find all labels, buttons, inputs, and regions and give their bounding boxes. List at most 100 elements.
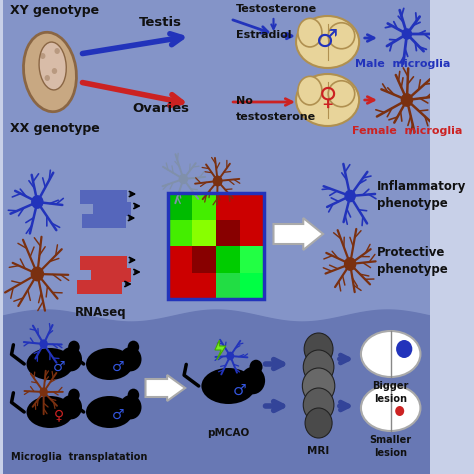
Circle shape — [60, 395, 82, 419]
FancyBboxPatch shape — [192, 193, 216, 219]
FancyBboxPatch shape — [240, 219, 264, 246]
Circle shape — [402, 29, 411, 39]
FancyBboxPatch shape — [192, 219, 216, 246]
FancyBboxPatch shape — [240, 246, 264, 273]
Polygon shape — [3, 153, 430, 474]
FancyBboxPatch shape — [3, 0, 430, 164]
Ellipse shape — [86, 396, 133, 428]
Circle shape — [345, 191, 355, 201]
Ellipse shape — [86, 348, 133, 380]
Text: RNAseq: RNAseq — [74, 306, 126, 319]
FancyBboxPatch shape — [192, 273, 216, 299]
Circle shape — [345, 258, 356, 270]
Ellipse shape — [298, 76, 322, 105]
Text: Ovaries: Ovaries — [132, 102, 189, 115]
Circle shape — [128, 341, 139, 354]
FancyBboxPatch shape — [82, 214, 126, 228]
FancyBboxPatch shape — [168, 219, 192, 246]
Circle shape — [119, 395, 142, 419]
FancyBboxPatch shape — [3, 319, 430, 474]
Text: MRI: MRI — [308, 446, 330, 456]
Ellipse shape — [296, 74, 359, 126]
Circle shape — [302, 368, 335, 404]
FancyBboxPatch shape — [168, 273, 192, 299]
Text: ♂: ♂ — [112, 360, 125, 374]
Circle shape — [60, 347, 82, 371]
Circle shape — [55, 48, 60, 54]
Text: XY genotype: XY genotype — [10, 4, 100, 17]
Text: phenotype: phenotype — [377, 197, 448, 210]
Text: Testis: Testis — [139, 16, 182, 29]
FancyBboxPatch shape — [216, 273, 240, 299]
Ellipse shape — [27, 348, 73, 380]
Circle shape — [31, 267, 44, 281]
Circle shape — [401, 94, 412, 106]
Ellipse shape — [24, 32, 76, 112]
FancyBboxPatch shape — [3, 164, 430, 319]
Circle shape — [119, 347, 142, 371]
Circle shape — [240, 367, 265, 394]
Text: ♂: ♂ — [112, 408, 125, 422]
Ellipse shape — [298, 18, 322, 47]
FancyBboxPatch shape — [91, 268, 131, 282]
Polygon shape — [273, 218, 323, 250]
FancyBboxPatch shape — [80, 190, 127, 204]
Text: XX genotype: XX genotype — [10, 122, 100, 135]
Text: Female  microglia: Female microglia — [352, 126, 462, 136]
Circle shape — [128, 389, 139, 401]
Circle shape — [68, 341, 80, 354]
Circle shape — [249, 360, 263, 374]
Polygon shape — [3, 310, 430, 474]
Ellipse shape — [328, 23, 355, 49]
Polygon shape — [146, 375, 185, 401]
Circle shape — [213, 176, 222, 186]
Text: Bigger: Bigger — [373, 381, 409, 391]
FancyBboxPatch shape — [216, 193, 240, 219]
Ellipse shape — [296, 16, 359, 68]
FancyBboxPatch shape — [240, 193, 264, 219]
Text: ♂: ♂ — [53, 360, 65, 374]
Circle shape — [40, 340, 47, 348]
Circle shape — [52, 68, 57, 74]
Ellipse shape — [39, 42, 66, 90]
Text: lesion: lesion — [374, 394, 407, 404]
Circle shape — [45, 75, 50, 81]
FancyBboxPatch shape — [168, 193, 192, 219]
FancyBboxPatch shape — [80, 256, 127, 270]
Circle shape — [304, 333, 333, 365]
Text: No: No — [236, 96, 253, 106]
Circle shape — [32, 196, 43, 208]
Circle shape — [395, 406, 404, 416]
Circle shape — [396, 340, 412, 358]
FancyBboxPatch shape — [77, 280, 122, 294]
Circle shape — [303, 350, 334, 384]
Polygon shape — [3, 0, 430, 165]
Ellipse shape — [27, 396, 73, 428]
Text: ♀: ♀ — [319, 86, 337, 110]
FancyBboxPatch shape — [192, 246, 216, 273]
Ellipse shape — [201, 368, 255, 404]
Circle shape — [305, 408, 332, 438]
Polygon shape — [3, 0, 430, 322]
Circle shape — [40, 53, 46, 59]
Text: Protective: Protective — [377, 246, 446, 258]
Text: Testosterone: Testosterone — [236, 4, 317, 14]
Circle shape — [40, 388, 47, 396]
Text: Inflammatory: Inflammatory — [377, 180, 466, 192]
Text: phenotype: phenotype — [377, 263, 448, 275]
Circle shape — [303, 388, 334, 422]
Text: pMCAO: pMCAO — [207, 428, 250, 438]
Polygon shape — [215, 340, 226, 360]
FancyBboxPatch shape — [168, 246, 192, 273]
Text: Smaller: Smaller — [370, 435, 412, 445]
Text: ♂: ♂ — [232, 383, 246, 398]
Text: Male  microglia: Male microglia — [355, 59, 450, 69]
Text: Estradiol: Estradiol — [236, 30, 291, 40]
FancyBboxPatch shape — [93, 202, 131, 216]
Text: lesion: lesion — [374, 448, 407, 458]
Ellipse shape — [361, 385, 420, 431]
Ellipse shape — [361, 331, 420, 377]
Text: Microglia  transplatation: Microglia transplatation — [10, 452, 147, 462]
Circle shape — [179, 174, 187, 183]
Text: testosterone: testosterone — [236, 112, 316, 122]
